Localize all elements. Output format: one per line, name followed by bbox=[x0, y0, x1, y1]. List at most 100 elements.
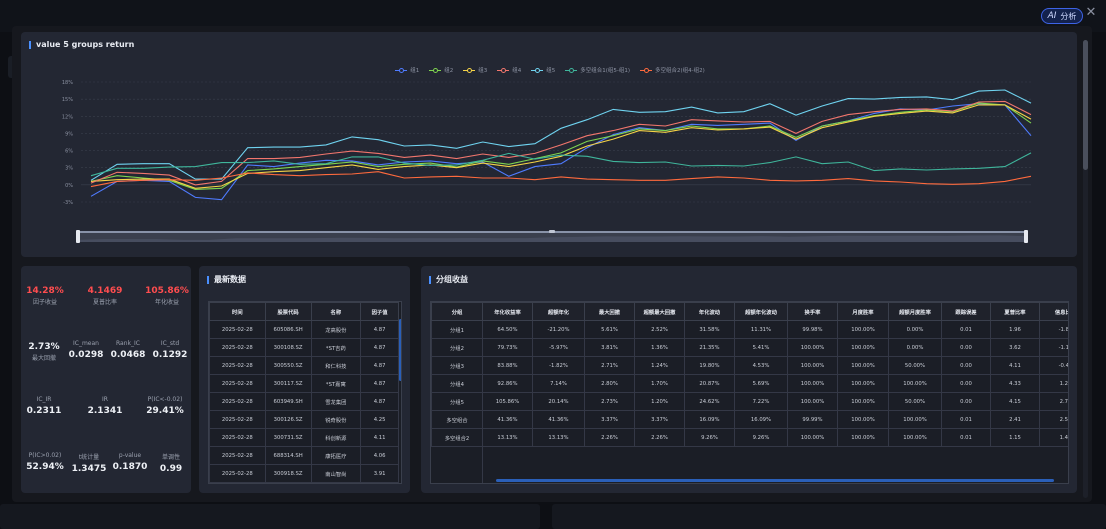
latest-table-row[interactable]: 2025-02-28 300108.SZ *ST吉药 4.87 bbox=[209, 338, 399, 357]
legend-item[interactable]: 多空组合1(组5-组1) bbox=[565, 66, 630, 74]
metric-value: 0.1870 bbox=[112, 462, 148, 472]
legend-item[interactable]: 组4 bbox=[497, 66, 521, 74]
close-icon[interactable]: ✕ bbox=[1085, 5, 1097, 20]
column-header[interactable]: 因子值 bbox=[360, 302, 399, 321]
legend-item[interactable]: 组5 bbox=[531, 66, 555, 74]
column-header[interactable]: 年化波动 bbox=[684, 302, 735, 321]
table-cell: 锐奇股份 bbox=[310, 410, 362, 429]
table-cell: 50.00% bbox=[888, 392, 942, 411]
modal-scrollbar-thumb[interactable] bbox=[1083, 40, 1088, 170]
column-header[interactable]: 信息比率 bbox=[1039, 302, 1068, 321]
column-header[interactable]: 换手率 bbox=[787, 302, 838, 321]
latest-data-title: 最新数据 bbox=[207, 274, 246, 285]
table-header-row: 分组 年化收益率 超额年化 最大回撤 超额最大回撤 年化波动 超额年化波动 换手率 月度胜率 超额… bbox=[431, 302, 1068, 321]
metric-card: 14.28% 因子收益 bbox=[25, 286, 65, 306]
latest-table-row[interactable]: 2025-02-28 603949.SH 雪龙集团 4.87 bbox=[209, 392, 399, 411]
column-header[interactable]: 超额年化 bbox=[532, 302, 585, 321]
column-header[interactable]: 年化收益率 bbox=[482, 302, 533, 321]
table-cell: 9.26% bbox=[684, 428, 735, 447]
table-divider bbox=[482, 446, 483, 483]
table-cell: 0.00% bbox=[888, 338, 942, 357]
latest-table-vscroll-thumb[interactable] bbox=[399, 319, 401, 381]
table-cell: 100.00% bbox=[837, 320, 889, 339]
zoom-center-grip[interactable] bbox=[549, 230, 555, 233]
table-cell: 13.13% bbox=[482, 428, 533, 447]
column-header[interactable]: 最大回撤 bbox=[584, 302, 635, 321]
metric-value: 0.0298 bbox=[68, 350, 104, 360]
column-header[interactable]: 夏普比率 bbox=[990, 302, 1040, 321]
zoom-handle-right[interactable] bbox=[1024, 230, 1028, 243]
metric-card: p-value 0.1870 bbox=[109, 452, 151, 472]
ai-analysis-button[interactable]: AI 分析 bbox=[1041, 8, 1083, 24]
modal-scrollbar[interactable] bbox=[1083, 40, 1088, 498]
chart-panel-title: value 5 groups return bbox=[29, 40, 134, 49]
latest-table-row[interactable]: 2025-02-28 300117.SZ *ST嘉寓 4.87 bbox=[209, 374, 399, 393]
table-cell: 2.57 bbox=[1039, 410, 1068, 429]
table-cell: 1.20% bbox=[634, 392, 685, 411]
group-table-row[interactable]: 分组5 105.86% 20.14% 2.73% 1.20% 24.62% 7.22% 100… bbox=[431, 392, 1068, 411]
table-cell: 5.69% bbox=[734, 374, 788, 393]
table-cell: 4.06 bbox=[360, 446, 399, 465]
table-header-row: 时间 股票代码 名称 因子值 bbox=[209, 302, 399, 321]
table-cell: 99.98% bbox=[787, 320, 838, 339]
latest-table-row[interactable]: 2025-02-28 300550.SZ 和仁科技 4.87 bbox=[209, 356, 399, 375]
column-header[interactable]: 时间 bbox=[209, 302, 266, 321]
table-cell: 1.25 bbox=[1039, 374, 1068, 393]
legend-item[interactable]: 组2 bbox=[429, 66, 453, 74]
metric-label: P(IC<-0.02) bbox=[147, 396, 183, 403]
zoom-slider-preview bbox=[78, 235, 1026, 242]
table-cell: -5.97% bbox=[532, 338, 585, 357]
column-header[interactable]: 超额月度胜率 bbox=[888, 302, 942, 321]
table-cell: 3.91 bbox=[360, 464, 399, 483]
metric-value: 0.99 bbox=[159, 464, 183, 474]
column-header[interactable]: 名称 bbox=[310, 302, 362, 321]
table-cell: 100.00% bbox=[837, 356, 889, 375]
column-header[interactable]: 超额最大回撤 bbox=[634, 302, 685, 321]
table-cell: 300918.SZ bbox=[264, 464, 312, 483]
metric-card: IC_mean 0.0298 bbox=[65, 340, 107, 360]
legend-item[interactable]: 组1 bbox=[395, 66, 419, 74]
legend-item[interactable]: 组3 bbox=[463, 66, 487, 74]
group-table-row[interactable]: 分组1 64.50% -21.20% 5.61% 2.52% 31.58% 11.31% 99… bbox=[431, 320, 1068, 339]
latest-table-row[interactable]: 2025-02-28 300918.SZ 南山智尚 3.91 bbox=[209, 464, 399, 483]
table-cell: 分组5 bbox=[431, 392, 483, 411]
group-table-row[interactable]: 分组3 83.88% -1.82% 2.71% 1.24% 19.80% 4.53% 100.… bbox=[431, 356, 1068, 375]
legend-swatch bbox=[429, 67, 442, 73]
group-table-row[interactable]: 分组4 92.86% 7.14% 2.80% 1.70% 20.87% 5.69% 100.0… bbox=[431, 374, 1068, 393]
group-table-row[interactable]: 多空组合2 13.13% 13.13% 2.26% 2.26% 9.26% 9.26% 100… bbox=[431, 428, 1068, 447]
group-table-row[interactable]: 分组2 79.73% -5.97% 3.81% 1.36% 21.35% 5.41% 100.… bbox=[431, 338, 1068, 357]
legend-item[interactable]: 多空组合2(组4-组2) bbox=[640, 66, 705, 74]
table-cell: 100.00% bbox=[888, 374, 942, 393]
metric-card: IC_IR 0.2311 bbox=[23, 396, 65, 416]
series-line bbox=[90, 152, 1032, 177]
legend-label: 组3 bbox=[478, 68, 488, 74]
table-cell: 105.86% bbox=[482, 392, 533, 411]
latest-table-row[interactable]: 2025-02-28 688314.SH 康拓医疗 4.06 bbox=[209, 446, 399, 465]
zoom-handle-left[interactable] bbox=[76, 230, 80, 243]
column-header[interactable]: 股票代码 bbox=[264, 302, 312, 321]
metric-card: 4.1469 夏普比率 bbox=[85, 286, 125, 306]
legend-swatch bbox=[497, 67, 510, 73]
metric-label: p-value bbox=[118, 452, 142, 459]
title-accent-bar bbox=[429, 275, 431, 284]
column-header[interactable]: 跟踪误差 bbox=[941, 302, 991, 321]
table-cell: 100.00% bbox=[787, 392, 838, 411]
legend-swatch bbox=[640, 67, 652, 73]
chart-title-text: value 5 groups return bbox=[36, 40, 135, 49]
column-header[interactable]: 月度胜率 bbox=[837, 302, 889, 321]
table-cell: 5.61% bbox=[584, 320, 635, 339]
group-table-row[interactable]: 多空组合 41.36% 41.36% 3.37% 3.37% 16.09% 16.09% 99… bbox=[431, 410, 1068, 429]
latest-table-row[interactable]: 2025-02-28 300731.SZ 科创新源 4.11 bbox=[209, 428, 399, 447]
table-cell: 603949.SH bbox=[264, 392, 312, 411]
table-cell: 300108.SZ bbox=[264, 338, 312, 357]
group-returns-table: 分组 年化收益率 超额年化 最大回撤 超额最大回撤 年化波动 超额年化波动 换手率 月度胜率 超额… bbox=[431, 302, 1068, 447]
latest-table-row[interactable]: 2025-02-28 300126.SZ 锐奇股份 4.25 bbox=[209, 410, 399, 429]
latest-table-row[interactable]: 2025-02-28 605086.SH 龙高股份 4.87 bbox=[209, 320, 399, 339]
backdrop-block bbox=[0, 504, 540, 529]
table-cell: 4.25 bbox=[360, 410, 399, 429]
column-header[interactable]: 分组 bbox=[431, 302, 483, 321]
column-header[interactable]: 超额年化波动 bbox=[734, 302, 788, 321]
group-table-hscroll-thumb[interactable] bbox=[496, 479, 1054, 482]
table-cell: 0.01 bbox=[941, 428, 991, 447]
table-cell: 41.36% bbox=[532, 410, 585, 429]
